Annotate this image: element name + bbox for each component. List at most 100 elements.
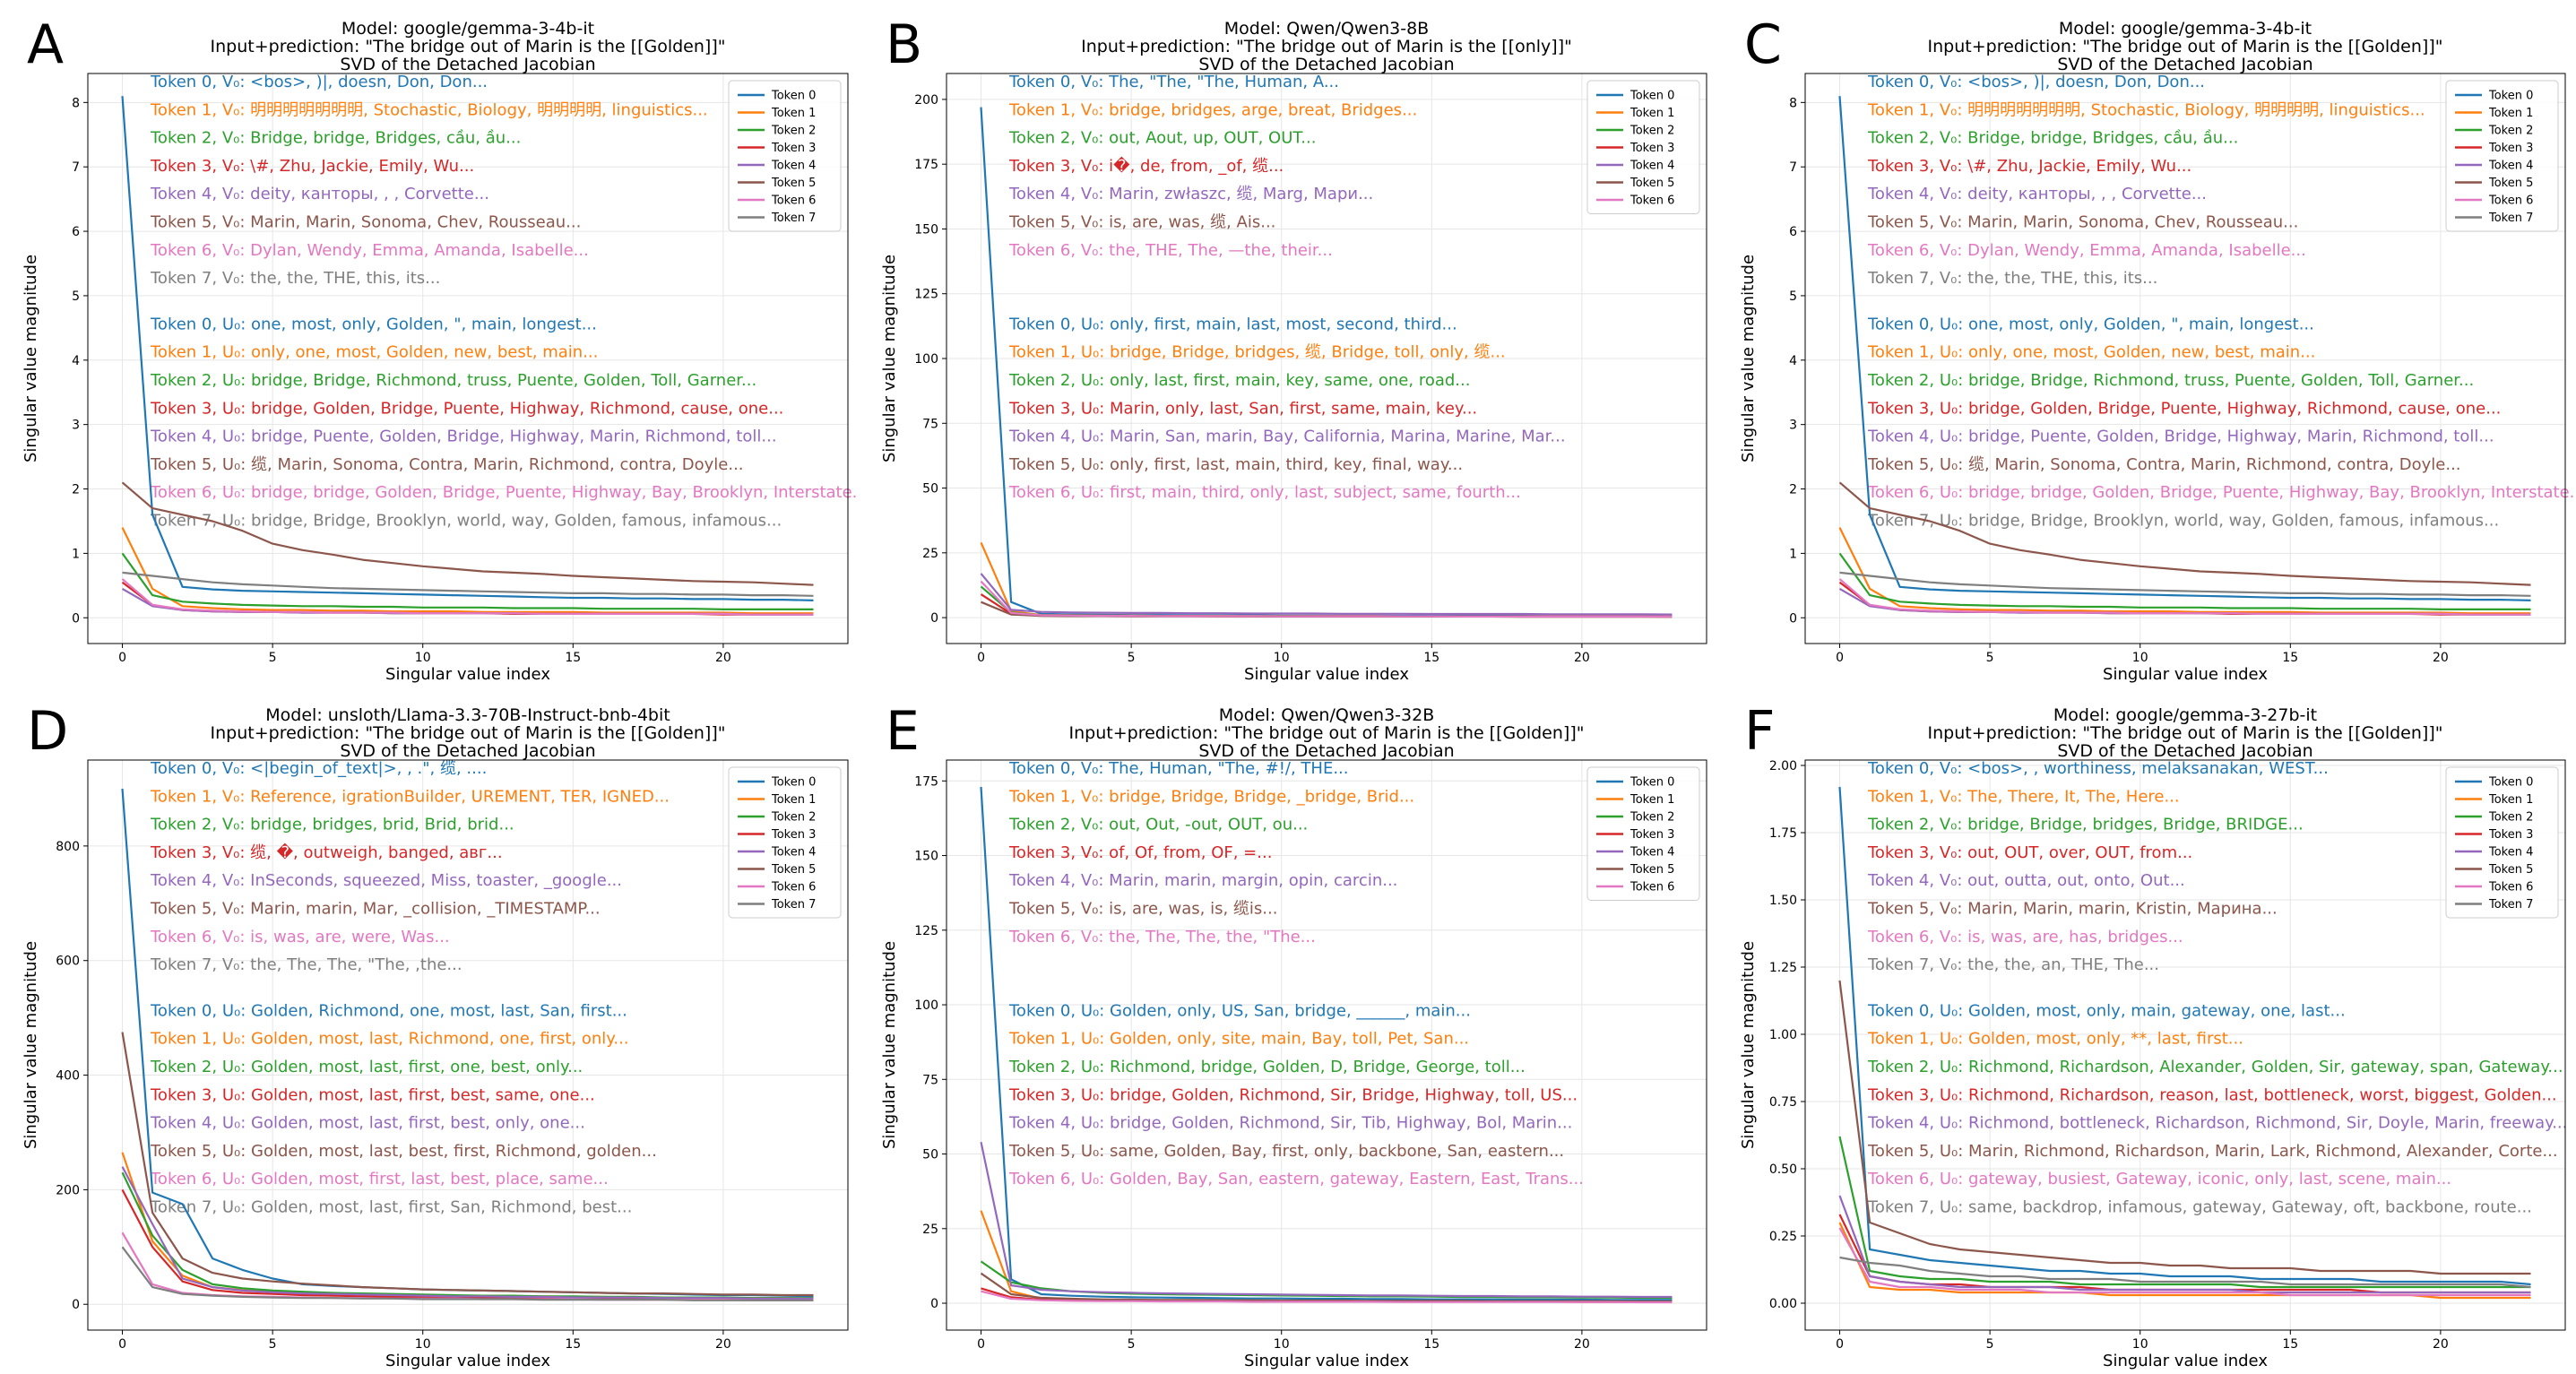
x-tick-label: 0 xyxy=(118,651,126,665)
chart-title-line: Model: Qwen/Qwen3-8B xyxy=(1224,19,1429,39)
y-tick-label: 0 xyxy=(72,611,80,626)
annotation-label: Token 7, V₀: the, the, an, THE, The... xyxy=(1867,955,2159,974)
y-tick-label: 7 xyxy=(72,160,80,175)
y-tick-label: 1 xyxy=(1789,547,1797,561)
annotation-label: Token 4, V₀: InSeconds, squeezed, Miss, … xyxy=(150,871,622,890)
chart-title-line: SVD of the Detached Jacobian xyxy=(340,741,595,761)
legend-entry-label: Token 6 xyxy=(771,194,816,208)
x-tick-label: 15 xyxy=(565,1337,581,1352)
annotation-label: Token 1, U₀: Golden, only, site, main, B… xyxy=(1008,1030,1469,1049)
annotation-label: Token 4, U₀: Marin, San, marin, Bay, Cal… xyxy=(1008,428,1566,446)
y-tick-label: 125 xyxy=(914,924,938,938)
legend-entry-label: Token 2 xyxy=(771,125,816,138)
series-line-token-5 xyxy=(121,1032,814,1297)
chart-svg: C Model: google/gemma-3-4b-itInput+predic… xyxy=(1739,13,2576,684)
annotation-label: Token 1, U₀: bridge, Bridge, bridges, 缆,… xyxy=(1008,343,1506,362)
x-tick-label: 15 xyxy=(565,651,581,665)
legend-entry-label: Token 3 xyxy=(2488,828,2533,842)
annotation-label: Token 6, U₀: gateway, busiest, Gateway, … xyxy=(1867,1170,2451,1188)
annotation-label: Token 6, V₀: is, was, are, has, bridges.… xyxy=(1867,928,2183,946)
series-line-token-7 xyxy=(121,1246,814,1301)
annotation-label: Token 1, V₀: bridge, bridges, arge, brea… xyxy=(1008,100,1417,119)
series-lines xyxy=(1838,786,2531,1300)
chart-title-line: Input+prediction: "The bridge out of Mar… xyxy=(1069,723,1585,743)
annotation-label: Token 3, U₀: Richmond, Richardson, reaso… xyxy=(1867,1085,2557,1104)
legend-entry-label: Token 0 xyxy=(1629,90,1674,103)
x-tick-label: 0 xyxy=(977,1337,985,1352)
chart-title-line: Input+prediction: "The bridge out of Mar… xyxy=(1928,723,2443,743)
annotations: Token 0, V₀: <|begin_of_text|>, , .", 缆,… xyxy=(150,759,670,1217)
chart-title-line: SVD of the Detached Jacobian xyxy=(1198,741,1454,761)
annotations: Token 0, V₀: The, "The, "The, Human, A..… xyxy=(1008,73,1566,502)
legend-entry-label: Token 3 xyxy=(1629,828,1674,842)
annotation-label: Token 3, U₀: bridge, Golden, Bridge, Pue… xyxy=(1867,399,2501,418)
legend-entry-label: Token 3 xyxy=(2488,142,2533,155)
annotation-label: Token 1, U₀: only, one, most, Golden, ne… xyxy=(1867,343,2315,362)
annotation-label: Token 2, V₀: bridge, Bridge, bridges, Br… xyxy=(1867,816,2304,834)
annotation-label: Token 6, V₀: Dylan, Wendy, Emma, Amanda,… xyxy=(1867,241,2306,260)
annotation-label: Token 5, U₀: 缆, Marin, Sonoma, Contra, M… xyxy=(150,455,744,474)
series-lines xyxy=(980,107,1673,618)
y-tick-label: 400 xyxy=(56,1069,80,1084)
legend-entry-label: Token 2 xyxy=(771,811,816,825)
y-axis-label: Singular value magnitude xyxy=(22,255,40,462)
x-tick-label: 10 xyxy=(2132,1337,2148,1352)
annotation-label: Token 5, V₀: Marin, Marin, Sonoma, Chev,… xyxy=(1867,213,2298,232)
y-tick-label: 0 xyxy=(1789,611,1797,626)
annotation-label: Token 5, U₀: 缆, Marin, Sonoma, Contra, M… xyxy=(1867,455,2461,474)
chart-title-line: Model: google/gemma-3-27b-it xyxy=(2053,705,2317,725)
chart-title-line: Model: google/gemma-3-4b-it xyxy=(2059,19,2312,39)
legend-entry-label: Token 0 xyxy=(2488,90,2533,103)
legend-entry-label: Token 7 xyxy=(771,212,816,225)
x-axis-label: Singular value index xyxy=(385,665,550,684)
y-tick-label: 7 xyxy=(1789,160,1797,175)
series-line-token-2 xyxy=(121,552,814,611)
panel-letter: C xyxy=(1744,13,1782,76)
legend-entry-label: Token 2 xyxy=(1629,811,1674,825)
x-tick-label: 5 xyxy=(1986,651,1994,665)
y-tick-label: 1 xyxy=(72,547,80,561)
annotation-label: Token 0, U₀: only, first, main, last, mo… xyxy=(1008,315,1457,333)
legend-entry-label: Token 5 xyxy=(2488,177,2533,190)
legend-entry-label: Token 4 xyxy=(1629,846,1674,860)
y-tick-label: 0.25 xyxy=(1769,1230,1797,1244)
annotation-label: Token 5, V₀: Marin, marin, Mar, _collisi… xyxy=(150,900,601,919)
annotations: Token 0, V₀: <bos>, )|, doesn, Don, Don.… xyxy=(1867,73,2576,531)
plot-frame xyxy=(1804,759,2566,1331)
legend-entry-label: Token 4 xyxy=(2488,160,2533,173)
chart-svg: E Model: Qwen/Qwen3-32BInput+prediction: … xyxy=(880,700,1707,1370)
annotation-label: Token 4, V₀: out, outta, out, onto, Out.… xyxy=(1867,871,2185,890)
y-tick-label: 6 xyxy=(1789,225,1797,239)
annotation-label: Token 7, V₀: the, the, THE, this, its... xyxy=(1867,269,2157,288)
legend-entry-label: Token 2 xyxy=(2488,125,2533,138)
y-tick-label: 0 xyxy=(72,1298,80,1312)
legend-entry-label: Token 1 xyxy=(1629,793,1674,807)
x-tick-label: 10 xyxy=(415,651,431,665)
chart-title-line: Input+prediction: "The bridge out of Mar… xyxy=(1928,37,2443,56)
annotation-label: Token 5, V₀: is, are, was, is, 缆is... xyxy=(1008,900,1277,919)
y-tick-label: 125 xyxy=(914,288,938,302)
annotation-label: Token 6, U₀: first, main, third, only, l… xyxy=(1008,483,1521,502)
x-tick-label: 0 xyxy=(977,651,985,665)
series-line-token-6 xyxy=(1838,578,2531,616)
annotation-label: Token 3, U₀: bridge, Golden, Richmond, S… xyxy=(1008,1085,1578,1104)
gridlines xyxy=(1805,73,2565,644)
x-tick-label: 0 xyxy=(1836,1337,1844,1352)
legend-entry-label: Token 6 xyxy=(2488,194,2533,208)
y-tick-label: 25 xyxy=(922,547,938,561)
series-line-token-0 xyxy=(121,96,814,601)
annotation-label: Token 0, V₀: <bos>, , worthiness, melaks… xyxy=(1867,759,2329,778)
plot-frame xyxy=(946,759,1707,1331)
y-tick-label: 5 xyxy=(72,289,80,304)
y-tick-label: 100 xyxy=(914,998,938,1013)
legend-entry-label: Token 4 xyxy=(1629,160,1674,173)
annotation-label: Token 0, U₀: Golden, only, US, San, brid… xyxy=(1008,1001,1471,1020)
y-tick-label: 0 xyxy=(930,611,938,626)
y-tick-label: 75 xyxy=(922,417,938,431)
y-tick-label: 25 xyxy=(922,1223,938,1237)
annotation-label: Token 4, U₀: bridge, Puente, Golden, Bri… xyxy=(150,428,777,446)
y-tick-label: 100 xyxy=(914,352,938,367)
chart-title-line: Model: Qwen/Qwen3-32B xyxy=(1219,705,1435,725)
chart-panel-b: B Model: Qwen/Qwen3-8B Input+prediction: "… xyxy=(859,0,1717,687)
chart-panel-c: C Model: google/gemma-3-4b-it Input+predic… xyxy=(1717,0,2576,687)
